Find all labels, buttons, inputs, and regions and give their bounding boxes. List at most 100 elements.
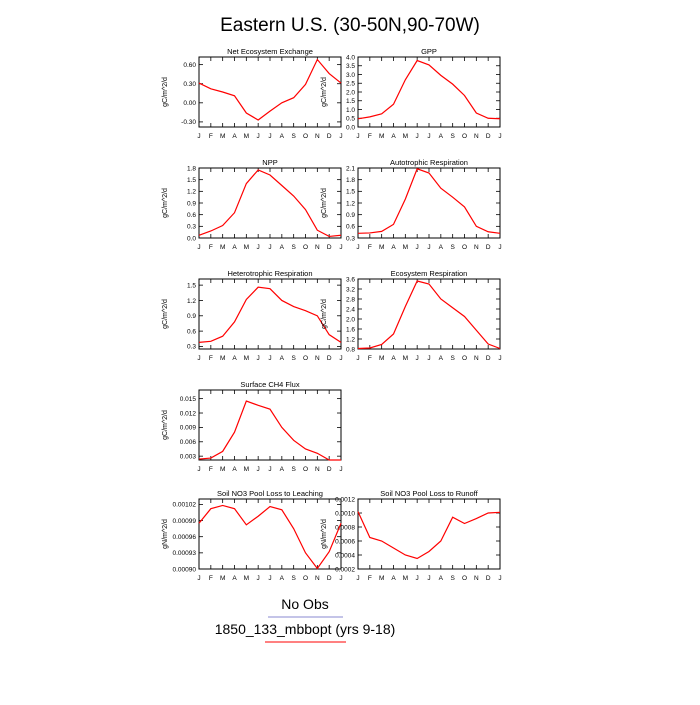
x-tick-label: S [450,575,455,582]
x-tick-label: A [391,244,396,251]
x-tick-label: J [197,133,200,140]
x-tick-label: M [220,244,225,251]
x-tick-label: O [303,244,308,251]
y-tick-label: 1.5 [346,98,355,105]
chart-title: Autotrophic Respiration [390,158,468,167]
chart-title: NPP [262,158,277,167]
y-tick-label: 0.012 [180,410,197,417]
x-tick-label: J [339,466,342,473]
x-tick-label: J [268,355,271,362]
x-tick-label: N [315,355,320,362]
y-tick-label: 0.9 [346,212,355,219]
y-tick-label: 2.0 [346,89,355,96]
chart-title: Ecosystem Respiration [391,269,468,278]
y-axis-label: gC/m^2/d [321,299,328,329]
x-tick-label: M [220,466,225,473]
legend-label-model-run: 1850_133_mbbopt (yrs 9-18) [215,621,396,637]
x-tick-label: A [439,244,444,251]
x-tick-label: J [257,355,260,362]
chart-net-ecosystem-exchange: Net Ecosystem ExchangegC/m^2/d-0.300.000… [162,47,343,140]
y-tick-label: 1.6 [346,326,355,333]
y-tick-label: 1.2 [187,189,196,196]
y-axis-label: gN/m^2/d [162,519,169,549]
y-tick-label: 3.2 [346,286,355,293]
plot-frame [358,499,500,569]
x-tick-label: D [327,133,332,140]
x-tick-label: J [498,575,501,582]
y-tick-label: 0.60 [183,62,196,69]
x-tick-label: S [291,244,296,251]
series-line [199,401,341,460]
x-tick-label: J [257,466,260,473]
x-tick-label: J [498,355,501,362]
x-tick-label: A [439,133,444,140]
x-tick-label: J [339,575,342,582]
y-tick-label: 2.1 [346,165,355,172]
y-tick-label: 0.009 [180,425,197,432]
y-tick-label: 0.00090 [173,566,197,573]
y-tick-label: 0.3 [187,344,196,351]
x-tick-label: J [416,244,419,251]
x-tick-label: O [303,466,308,473]
y-tick-label: 0.00096 [173,534,197,541]
x-tick-label: S [291,355,296,362]
x-tick-label: O [303,133,308,140]
x-tick-label: M [220,575,225,582]
x-tick-label: J [257,244,260,251]
x-tick-label: A [232,355,237,362]
plot-frame [199,499,341,569]
x-tick-label: M [403,244,408,251]
y-tick-label: 0.00093 [173,550,197,557]
x-tick-label: A [280,575,285,582]
x-tick-label: M [379,133,384,140]
y-tick-label: 1.0 [346,107,355,114]
x-tick-label: O [462,133,467,140]
plot-frame [199,57,341,127]
x-tick-label: A [391,355,396,362]
x-tick-label: F [368,355,372,362]
y-tick-label: 0.3 [187,224,196,231]
x-tick-label: F [209,133,213,140]
x-tick-label: S [450,133,455,140]
y-tick-label: 1.8 [187,165,196,172]
x-tick-label: A [232,575,237,582]
y-tick-label: 1.5 [346,189,355,196]
x-tick-label: O [462,355,467,362]
y-tick-label: 4.0 [346,54,355,61]
x-tick-label: F [368,244,372,251]
y-tick-label: 1.2 [346,336,355,343]
y-tick-label: 1.2 [187,298,196,305]
page-title: Eastern U.S. (30-50N,90-70W) [220,15,480,36]
x-tick-label: A [280,244,285,251]
x-tick-label: N [315,133,320,140]
x-tick-label: J [268,244,271,251]
series-line [358,169,500,234]
y-tick-label: 0.9 [187,313,196,320]
chart-heterotrophic-respiration: Heterotrophic RespirationgC/m^2/d0.30.60… [162,269,343,362]
x-tick-label: F [368,133,372,140]
y-tick-label: 0.0006 [335,538,355,545]
x-tick-label: M [379,244,384,251]
y-tick-label: 3.0 [346,72,355,79]
y-tick-label: 2.5 [346,81,355,88]
x-tick-label: J [339,355,342,362]
x-tick-label: A [439,355,444,362]
y-axis-label: gC/m^2/d [321,77,328,107]
x-tick-label: J [498,133,501,140]
x-tick-label: N [315,244,320,251]
x-tick-label: S [450,355,455,362]
y-tick-label: 0.0 [346,124,355,131]
y-tick-label: 0.0 [187,235,196,242]
plot-frame [199,168,341,238]
x-tick-label: J [356,575,359,582]
y-tick-label: 0.015 [180,396,197,403]
x-tick-label: J [197,244,200,251]
x-tick-label: J [197,466,200,473]
plot-frame [358,279,500,349]
y-tick-label: 0.00 [183,100,196,107]
y-tick-label: 1.8 [346,177,355,184]
y-tick-label: 0.6 [187,212,196,219]
x-tick-label: F [209,355,213,362]
